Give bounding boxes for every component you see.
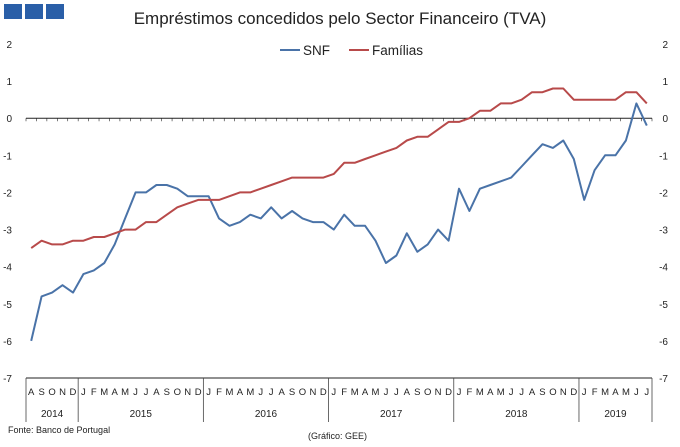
month-label: O [424,387,431,398]
series-line-familias [30,87,648,249]
month-label: J [509,387,514,398]
month-label: A [153,387,160,398]
y-tick-label-right: -4 [659,263,668,274]
month-label: S [414,387,420,398]
year-label: 2019 [604,409,627,420]
month-label: J [144,387,149,398]
y-tick-label-left: -1 [3,151,12,162]
month-label: S [539,387,545,398]
month-label: J [582,387,587,398]
y-tick-label-left: 0 [6,114,12,125]
month-label: M [100,387,108,398]
y-tick-label-right: -2 [659,188,668,199]
month-label: D [320,387,327,398]
month-label: A [362,387,369,398]
legend-label: SNF [303,43,330,58]
month-label: D [445,387,452,398]
month-label: J [81,387,86,398]
month-label: M [246,387,254,398]
y-tick-label-right: 1 [662,77,668,88]
month-label: J [133,387,138,398]
month-label: M [622,387,630,398]
month-label: D [195,387,202,398]
y-tick-label-right: -6 [659,337,668,348]
y-tick-label-right: -7 [659,374,668,385]
month-label: S [289,387,295,398]
month-label: J [457,387,462,398]
chart-title: Empréstimos concedidos pelo Sector Finan… [133,9,547,28]
month-label: D [70,387,77,398]
month-label: N [560,387,567,398]
month-label: M [497,387,505,398]
year-label: 2015 [130,409,153,420]
month-label: J [331,387,336,398]
legend-label: Famílias [372,43,423,58]
y-tick-label-right: -1 [659,151,668,162]
series-line-snf [30,102,648,342]
month-label: M [476,387,484,398]
month-label: S [38,387,44,398]
month-label: A [529,387,536,398]
month-label: F [341,387,347,398]
month-label: M [225,387,233,398]
month-label: N [184,387,191,398]
month-label: J [519,387,524,398]
month-label: J [206,387,211,398]
year-label: 2014 [41,409,64,420]
source-note: Fonte: Banco de Portugal [8,425,111,435]
month-label: J [634,387,639,398]
month-label: O [549,387,556,398]
y-tick-label-left: -2 [3,188,12,199]
month-label: M [351,387,359,398]
month-label: A [112,387,119,398]
month-label: J [258,387,263,398]
year-label: 2018 [505,409,528,420]
y-tick-label-left: -4 [3,263,12,274]
month-label: F [216,387,222,398]
month-label: J [394,387,399,398]
month-label: A [487,387,494,398]
month-label: O [48,387,55,398]
month-label: O [174,387,181,398]
y-tick-label-left: -7 [3,374,12,385]
month-label: N [309,387,316,398]
month-label: A [612,387,619,398]
credit-note: (Gráfico: GEE) [308,431,368,441]
y-tick-label-left: 1 [6,77,12,88]
month-label: M [121,387,129,398]
month-label: J [644,387,649,398]
month-label: D [570,387,577,398]
month-label: F [467,387,473,398]
y-tick-label-right: -5 [659,300,668,311]
logo-blocks [4,4,64,19]
y-tick-label-left: -5 [3,300,12,311]
y-tick-label-right: -3 [659,226,668,237]
month-label: A [278,387,285,398]
month-label: M [601,387,609,398]
month-label: N [435,387,442,398]
y-tick-label-right: 0 [662,114,668,125]
month-label: A [28,387,35,398]
month-label: F [91,387,97,398]
month-label: O [299,387,306,398]
month-label: S [164,387,170,398]
y-tick-label-left: 2 [6,40,12,51]
month-label: A [237,387,244,398]
y-tick-label-left: -3 [3,226,12,237]
month-label: J [384,387,389,398]
y-tick-label-right: 2 [662,40,668,51]
year-label: 2017 [380,409,403,420]
month-label: A [404,387,411,398]
month-label: J [269,387,274,398]
month-label: F [592,387,598,398]
year-label: 2016 [255,409,278,420]
y-tick-label-left: -6 [3,337,12,348]
month-label: M [372,387,380,398]
month-label: N [59,387,66,398]
